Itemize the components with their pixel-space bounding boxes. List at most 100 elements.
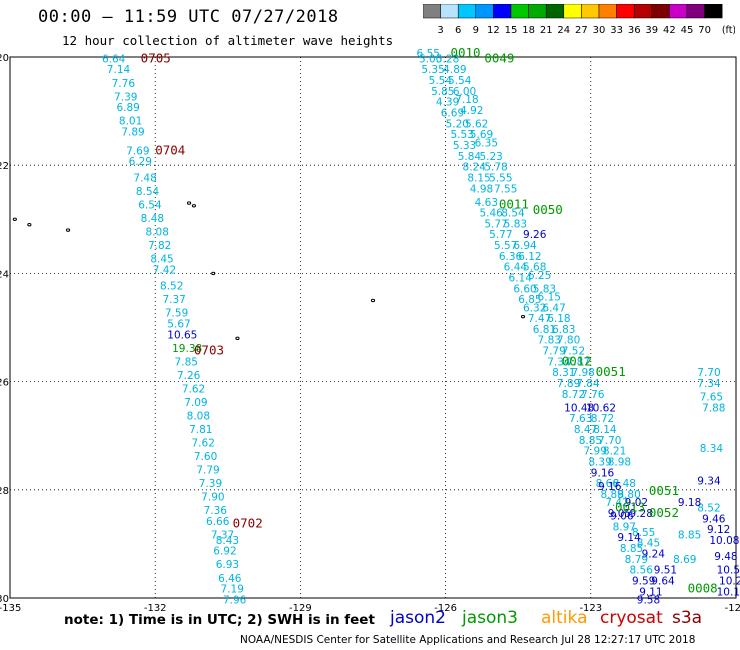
wave-height-value: 9.16 (591, 467, 615, 479)
pass-time-label: 0052 (649, 505, 679, 520)
wave-height-value: 7.88 (702, 402, 725, 414)
pass-time-label: 0008 (688, 581, 718, 596)
wave-height-value: 7.70 (598, 435, 621, 447)
wave-height-value: 4.89 (443, 64, 466, 76)
y-tick-label: 26 (0, 378, 9, 389)
legend-altika: altika (541, 608, 588, 628)
wave-height-value: 8.48 (141, 213, 164, 225)
wave-height-value: 6.83 (552, 324, 575, 336)
wave-height-value: 5.53 (450, 129, 473, 141)
wave-height-value: 7.79 (542, 346, 565, 358)
wave-height-value: 9.18 (678, 497, 701, 509)
wave-height-value: 6.54 (138, 199, 162, 211)
colorbar-tick: 36 (628, 25, 641, 36)
wave-height-value: 6.66 (206, 516, 230, 528)
wave-height-value: 7.85 (175, 356, 198, 368)
wave-height-value: 9.64 (651, 575, 675, 587)
wave-height-value: 8.55 (632, 527, 655, 539)
pass-time-label: 0051 (649, 483, 679, 498)
wave-height-value: 6.64 (102, 53, 126, 65)
wave-height-value: 4.92 (460, 105, 483, 117)
island-outline (65, 228, 71, 232)
wave-height-value: 6.93 (216, 559, 239, 571)
wave-height-value: 7.09 (184, 397, 207, 409)
wave-height-value: 5.78 (484, 162, 507, 174)
y-tick-label: 24 (0, 269, 9, 280)
wave-height-value: 5.28 (436, 53, 459, 65)
colorbar-tick: 33 (610, 25, 623, 36)
wave-height-value: 7.62 (182, 383, 205, 395)
wave-height-value: 9.51 (654, 565, 677, 577)
wave-height-value: 6.85 (518, 294, 541, 306)
pass-time-label: 0704 (155, 142, 185, 157)
wave-height-value: 9.46 (702, 513, 726, 525)
wave-height-value: 4.39 (436, 97, 459, 109)
wave-height-value: 7.70 (697, 367, 720, 379)
wave-height-value: 8.43 (216, 535, 239, 547)
colorbar-tick: 6 (455, 25, 461, 36)
wave-height-value: 8.08 (187, 410, 210, 422)
y-tick-label: 22 (0, 161, 9, 172)
wave-height-value: 8.45 (150, 254, 173, 266)
map-subtitle: 12 hour collection of altimeter wave hei… (62, 33, 394, 48)
wave-height-value: 9.28 (630, 508, 653, 520)
wave-height-value: 8.08 (146, 227, 169, 239)
wave-height-value: 10.18 (717, 586, 740, 598)
wave-height-value: 9.06 (610, 511, 634, 523)
wave-height-value: 6.14 (509, 273, 533, 285)
wave-height-value: 5.84 (458, 151, 482, 163)
wave-height-value: 7.84 (576, 378, 600, 390)
pass-time-label: 0012 (562, 353, 592, 368)
wave-height-value: 5.23 (479, 151, 502, 163)
wave-height-value: 8.52 (160, 281, 183, 293)
wave-height-value: 7.62 (192, 438, 215, 450)
wave-height-value: 5.46 (479, 208, 503, 220)
wave-height-value: 5.83 (533, 283, 556, 295)
wave-height-value: 10.62 (586, 402, 616, 414)
wave-height-value: 7.96 (223, 594, 247, 606)
wave-height-value: 5.35 (421, 64, 444, 76)
colorbar-tick: 24 (557, 25, 570, 36)
pass-time-label: 0705 (141, 50, 171, 65)
wave-height-value: 6.32 (523, 302, 546, 314)
wave-height-value: 8.24 (463, 162, 487, 174)
wave-height-value: 5.62 (465, 118, 488, 130)
wave-height-value: 9.05 (608, 508, 631, 520)
colorbar-tick: 42 (663, 25, 676, 36)
y-tick-label: 28 (0, 486, 9, 497)
wave-height-value: 8.97 (613, 521, 636, 533)
pass-time-label: 0050 (533, 202, 563, 217)
wave-height-value: 8.66 (596, 478, 620, 490)
wave-height-value: 6.44 (504, 262, 528, 274)
wave-height-value: 6.47 (542, 302, 565, 314)
wave-height-value: 5.69 (470, 129, 493, 141)
credit-line: NOAA/NESDIS Center for Satellite Applica… (240, 634, 696, 646)
wave-height-value: 7.87 (567, 356, 590, 368)
pass-time-label: 0703 (194, 343, 224, 358)
wave-height-value: 7.34 (547, 356, 571, 368)
wave-height-value: 8.45 (637, 538, 660, 550)
wave-height-value: 7.98 (571, 367, 594, 379)
wave-height-value: 7.60 (194, 451, 217, 463)
units-note: note: 1) Time is in UTC; 2) SWH is in fe… (64, 612, 375, 628)
wave-height-value: 9.12 (707, 524, 730, 536)
wave-height-value: 9.48 (714, 551, 737, 563)
wave-height-value: 9.16 (598, 481, 622, 493)
wave-height-value: 7.14 (107, 64, 131, 76)
colorbar-tick: 12 (487, 25, 500, 36)
wave-height-value: 8.89 (600, 489, 623, 501)
wave-height-value: 6.35 (475, 137, 498, 149)
colorbar-tick: 30 (593, 25, 606, 36)
wave-height-value: 8.47 (574, 424, 597, 436)
colorbar-tick: 9 (473, 25, 479, 36)
wave-height-value: 8.54 (136, 186, 160, 198)
wave-height-value: 5.67 (167, 319, 190, 331)
wave-height-value: 6.89 (116, 102, 139, 114)
wave-height-value: 8.01 (119, 116, 142, 128)
x-tick-label: -135 (0, 603, 21, 614)
wave-height-value: 8.31 (552, 367, 575, 379)
colorbar-tick: 39 (645, 25, 658, 36)
wave-height-value: 5.77 (484, 218, 507, 230)
y-tick-label: 20 (0, 53, 9, 64)
